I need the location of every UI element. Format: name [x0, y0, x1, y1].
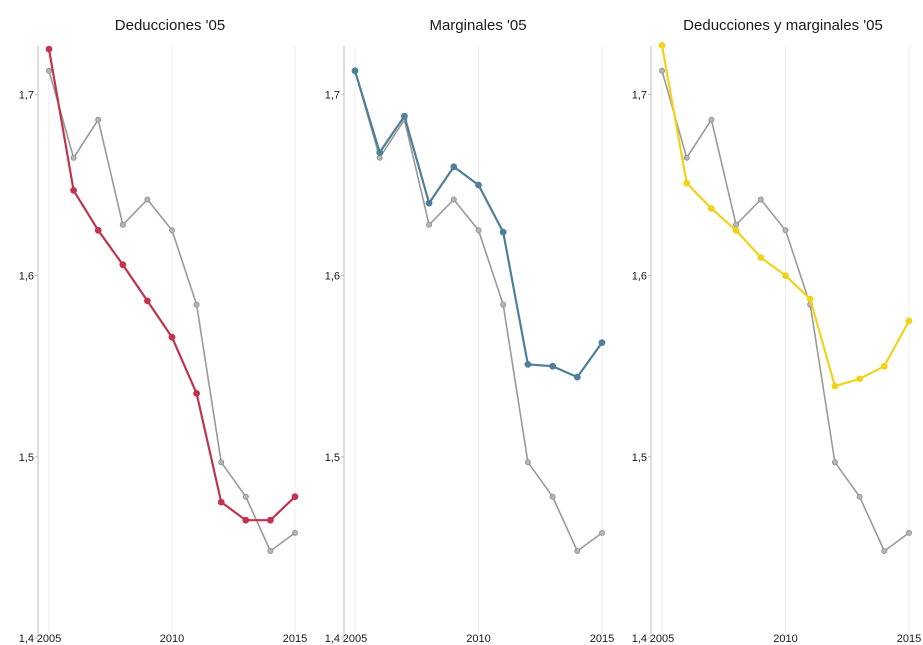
- baseline-point: [193, 301, 200, 308]
- scenario-point: [119, 261, 127, 269]
- baseline-point: [574, 548, 581, 555]
- baseline-point: [549, 493, 556, 500]
- scenario-point: [217, 498, 225, 506]
- scenario-point: [266, 516, 274, 524]
- panel-title: Marginales '05: [429, 17, 526, 34]
- scenario-point: [450, 163, 458, 171]
- scenario-point: [168, 333, 176, 341]
- baseline-point: [95, 116, 102, 123]
- scenario-point: [291, 493, 299, 501]
- scenario-point: [732, 226, 740, 234]
- baseline-point: [659, 67, 666, 74]
- y-tick-label: 1,7: [19, 89, 34, 101]
- scenario-point: [658, 42, 666, 49]
- panel-title: Deducciones y marginales '05: [683, 17, 883, 34]
- baseline-point: [782, 227, 789, 234]
- scenario-point: [400, 112, 408, 120]
- baseline-point: [831, 459, 838, 466]
- scenario-point: [757, 254, 765, 261]
- scenario-point: [499, 228, 507, 236]
- baseline-point: [881, 548, 888, 555]
- baseline-point: [733, 221, 740, 228]
- scenario-point: [94, 226, 102, 234]
- x-tick-label: 2015: [283, 633, 307, 645]
- scenario-point: [708, 205, 715, 212]
- baseline-point: [524, 459, 531, 466]
- baseline-point: [168, 227, 175, 234]
- baseline-point: [906, 529, 913, 536]
- y-tick-label: 1,4: [632, 633, 647, 645]
- baseline-point: [426, 221, 433, 228]
- y-tick-label: 1,7: [632, 89, 647, 101]
- x-tick-label: 2010: [160, 633, 184, 645]
- baseline-point: [450, 196, 457, 203]
- baseline-point: [683, 154, 690, 161]
- baseline-point: [291, 529, 298, 536]
- scenario-point: [351, 67, 359, 75]
- scenario-point: [425, 199, 433, 207]
- baseline-point: [475, 227, 482, 234]
- panel-title: Deducciones '05: [115, 17, 225, 34]
- scenario-point: [70, 186, 77, 194]
- scenario-point: [376, 148, 384, 156]
- scenario-point: [806, 295, 814, 303]
- scenario-point: [683, 179, 691, 187]
- baseline-point: [757, 196, 764, 203]
- baseline-point: [856, 493, 863, 500]
- scenario-point: [831, 382, 839, 390]
- baseline-point: [708, 116, 715, 123]
- scenario-point: [143, 297, 151, 305]
- chart-panel-1: Deducciones '05 1,4 1,5 1,6 1,7 2005 2010 2015: [19, 17, 308, 645]
- y-tick-label: 1,7: [325, 89, 340, 101]
- scenario-point: [573, 373, 581, 381]
- y-tick-label: 1,6: [632, 271, 647, 283]
- x-tick-label: 2010: [466, 633, 490, 645]
- scenario-point: [905, 317, 913, 325]
- y-tick-label: 1,4: [19, 633, 34, 645]
- baseline-point: [376, 154, 383, 161]
- scenario-point: [598, 339, 606, 347]
- scenario-point: [193, 389, 201, 397]
- baseline-point: [119, 221, 126, 228]
- baseline-point: [46, 67, 53, 74]
- y-tick-label: 1,5: [632, 452, 647, 464]
- baseline-point: [144, 196, 151, 203]
- chart-panel-3: Deducciones y marginales '05 1,4 1,5 1,6 1,7…: [632, 17, 922, 645]
- x-tick-label: 2005: [37, 633, 61, 645]
- x-tick-label: 2005: [343, 633, 367, 645]
- x-tick-label: 2015: [897, 633, 921, 645]
- scenario-point: [549, 362, 556, 370]
- baseline-point: [242, 493, 249, 500]
- scenario-point: [45, 45, 53, 53]
- baseline-point: [599, 529, 606, 536]
- scenario-point: [856, 375, 863, 383]
- chart-panel-2: Marginales '05 1,4 1,5 1,6 1,7 2005 2010 2015: [325, 17, 615, 645]
- x-tick-label: 2005: [650, 633, 674, 645]
- y-tick-label: 1,6: [19, 271, 34, 283]
- baseline-point: [267, 548, 274, 555]
- y-tick-label: 1,5: [325, 452, 340, 464]
- baseline-point: [70, 154, 77, 161]
- baseline-point: [500, 301, 507, 308]
- x-tick-label: 2010: [773, 633, 797, 645]
- scenario-point: [880, 362, 888, 370]
- y-tick-label: 1,5: [19, 452, 34, 464]
- y-tick-label: 1,6: [325, 271, 340, 283]
- y-tick-label: 1,4: [325, 633, 340, 645]
- x-tick-label: 2015: [590, 633, 614, 645]
- scenario-point: [524, 360, 532, 368]
- scenario-point: [782, 272, 789, 280]
- scenario-point: [475, 181, 482, 189]
- scenario-point: [242, 516, 250, 524]
- baseline-point: [218, 459, 225, 466]
